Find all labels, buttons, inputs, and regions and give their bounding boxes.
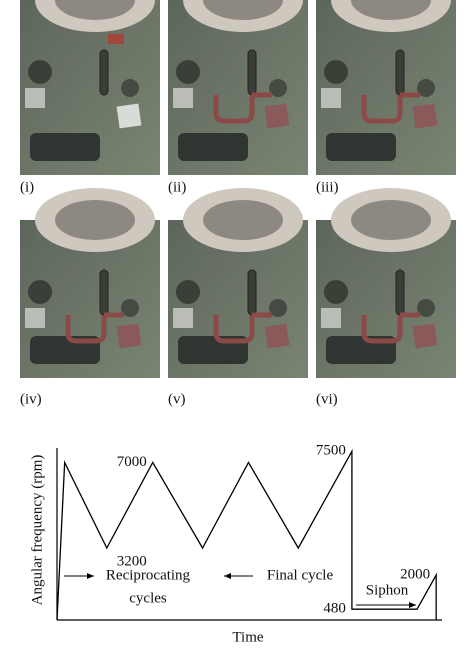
photo-valve <box>121 299 139 317</box>
photo-chamber <box>324 60 348 84</box>
photo-fluid <box>361 312 420 344</box>
photo-channel <box>247 49 257 96</box>
data-label: 2000 <box>400 566 430 582</box>
annotation: Reciprocating <box>106 567 191 583</box>
photo-fluid <box>65 312 124 344</box>
photo-rotor-inner <box>203 200 283 240</box>
photo-square <box>116 323 142 349</box>
photo-square <box>264 323 290 349</box>
annotation: Final cycle <box>267 567 334 583</box>
chart: Angular frequency (rpm) Time Reciprocati… <box>29 443 442 645</box>
photo-chamber <box>176 60 200 84</box>
photo-square <box>321 88 341 108</box>
photo-square <box>25 308 45 328</box>
photo-rotor-inner <box>55 200 135 240</box>
photo-fluid <box>213 92 272 124</box>
photo-chamber <box>176 280 200 304</box>
photo <box>20 0 160 175</box>
photo-rotor-inner <box>351 200 431 240</box>
data-label: 7000 <box>117 454 147 470</box>
photo-channel <box>99 49 109 96</box>
photo-valve <box>417 79 435 97</box>
photo-square <box>264 103 290 129</box>
photo-valve <box>121 79 139 97</box>
photo-valve <box>269 79 287 97</box>
photo-channel <box>395 269 405 316</box>
y-axis-title: Angular frequency (rpm) <box>29 455 45 606</box>
photo-fluid <box>361 92 420 124</box>
photo <box>316 0 456 175</box>
photo-rotor-inner <box>351 0 431 20</box>
photo-square <box>173 88 193 108</box>
data-label: 480 <box>323 601 346 617</box>
panel-label: (iv) <box>20 391 42 407</box>
annotation: cycles <box>129 590 167 606</box>
photo-fluid <box>108 34 124 44</box>
photo-rotor-inner <box>55 0 135 20</box>
photo-fluid <box>213 312 272 344</box>
photo-slot <box>326 133 396 161</box>
panel-label: (vi) <box>316 391 338 407</box>
photo-chamber <box>324 280 348 304</box>
photo-square <box>25 88 45 108</box>
photo-chamber <box>28 60 52 84</box>
photo <box>20 188 160 378</box>
data-label: 7500 <box>316 443 346 459</box>
photo-square <box>116 103 142 129</box>
photo-grid: (i) (ii) (iii) (iv) (v) (vi) <box>20 0 456 407</box>
photo-square <box>173 308 193 328</box>
photo-channel <box>395 49 405 96</box>
photo-channel <box>99 269 109 316</box>
annotation: Siphon <box>366 582 409 598</box>
photo-rotor-inner <box>203 0 283 20</box>
photo-slot <box>178 133 248 161</box>
photo <box>168 0 308 175</box>
x-axis-title: Time <box>232 629 263 645</box>
panel-label: (i) <box>20 179 34 195</box>
photo <box>316 188 456 378</box>
photo-square <box>412 103 438 129</box>
data-label: 3200 <box>117 553 147 569</box>
panel-label: (v) <box>168 391 186 407</box>
photo-chamber <box>28 280 52 304</box>
photo-slot <box>30 133 100 161</box>
panel-label: (iii) <box>316 179 339 195</box>
photo-channel <box>247 269 257 316</box>
photo <box>168 188 308 378</box>
photo-square <box>321 308 341 328</box>
photo-valve <box>269 299 287 317</box>
photo-valve <box>417 299 435 317</box>
photo-square <box>412 323 438 349</box>
data-line <box>56 448 437 621</box>
panel-label: (ii) <box>168 179 186 195</box>
